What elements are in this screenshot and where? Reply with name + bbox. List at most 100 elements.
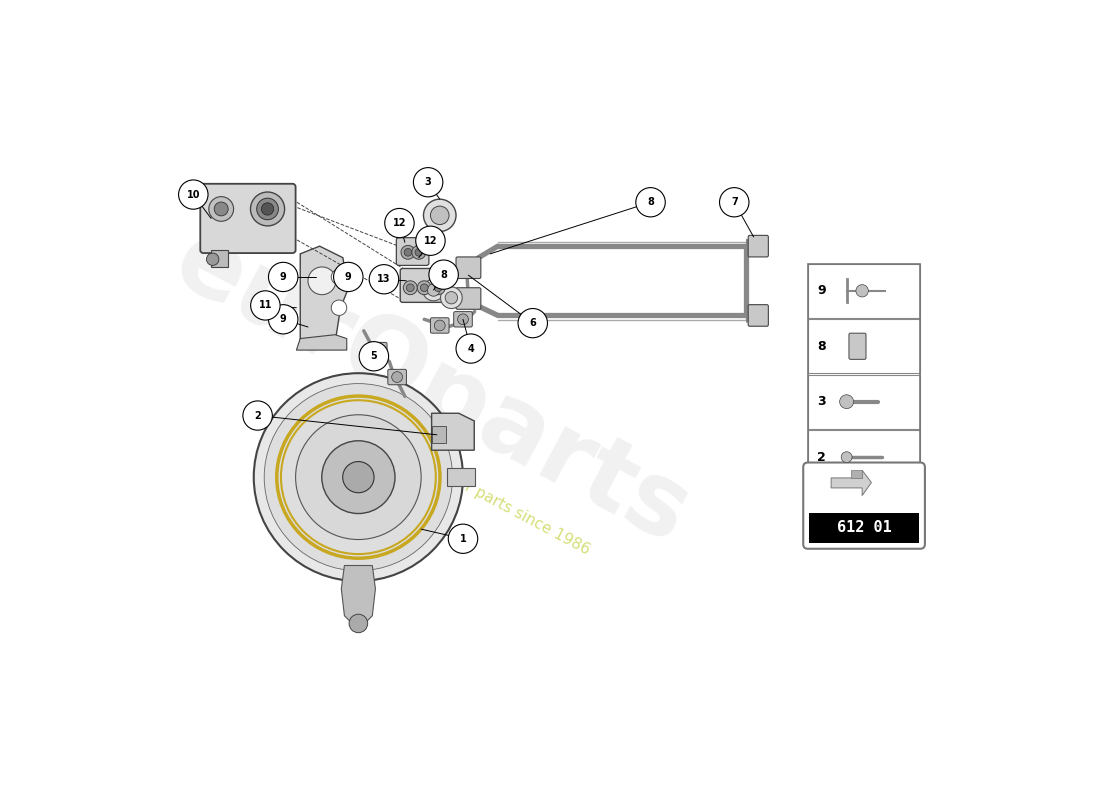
FancyBboxPatch shape — [748, 235, 768, 257]
Text: 9: 9 — [279, 314, 287, 324]
Text: 5: 5 — [371, 351, 377, 362]
Text: 2: 2 — [817, 450, 826, 464]
Bar — [807, 319, 921, 373]
Circle shape — [406, 284, 415, 291]
Circle shape — [518, 309, 548, 338]
Circle shape — [414, 168, 443, 197]
Circle shape — [415, 249, 422, 256]
Circle shape — [424, 199, 456, 231]
Circle shape — [331, 300, 346, 315]
Circle shape — [308, 267, 336, 294]
Text: 13: 13 — [377, 274, 390, 284]
Circle shape — [839, 394, 854, 409]
FancyBboxPatch shape — [456, 288, 481, 310]
Circle shape — [243, 401, 273, 430]
Circle shape — [322, 441, 395, 514]
Text: 2: 2 — [254, 410, 261, 421]
Text: 12: 12 — [424, 236, 437, 246]
Polygon shape — [850, 470, 862, 478]
Circle shape — [207, 253, 219, 266]
Circle shape — [434, 320, 446, 331]
Polygon shape — [296, 334, 346, 350]
Circle shape — [449, 524, 477, 554]
Text: 8: 8 — [440, 270, 447, 280]
Text: 9: 9 — [345, 272, 352, 282]
Circle shape — [251, 291, 280, 320]
Circle shape — [446, 291, 458, 304]
Circle shape — [392, 372, 403, 382]
Circle shape — [331, 270, 346, 285]
Text: 8: 8 — [647, 198, 654, 207]
FancyBboxPatch shape — [849, 333, 866, 359]
Circle shape — [411, 246, 426, 259]
Text: 11: 11 — [258, 301, 272, 310]
Circle shape — [431, 281, 446, 294]
Circle shape — [416, 226, 446, 255]
Text: 612 01: 612 01 — [837, 521, 891, 535]
Circle shape — [262, 202, 274, 215]
FancyBboxPatch shape — [803, 462, 925, 549]
Text: 12: 12 — [393, 218, 406, 228]
Circle shape — [254, 373, 463, 581]
Text: 10: 10 — [187, 190, 200, 199]
FancyBboxPatch shape — [430, 318, 449, 333]
Circle shape — [251, 192, 285, 226]
Circle shape — [268, 305, 298, 334]
FancyBboxPatch shape — [368, 342, 387, 358]
Circle shape — [422, 279, 444, 301]
Bar — [807, 374, 921, 429]
Circle shape — [349, 614, 367, 633]
Circle shape — [359, 342, 388, 371]
FancyBboxPatch shape — [453, 311, 472, 327]
Circle shape — [268, 262, 298, 291]
Text: 3: 3 — [817, 395, 826, 408]
Bar — [807, 430, 921, 484]
Polygon shape — [448, 468, 474, 486]
Polygon shape — [431, 414, 474, 450]
Text: 4: 4 — [468, 343, 474, 354]
Circle shape — [427, 284, 440, 296]
Circle shape — [372, 345, 383, 355]
Circle shape — [402, 246, 415, 259]
Circle shape — [429, 260, 459, 290]
Polygon shape — [341, 566, 375, 623]
Circle shape — [430, 206, 449, 225]
Circle shape — [856, 285, 868, 297]
Circle shape — [440, 287, 462, 309]
Circle shape — [456, 334, 485, 363]
Circle shape — [256, 198, 278, 220]
Circle shape — [458, 314, 469, 325]
Circle shape — [343, 462, 374, 493]
Text: 7: 7 — [730, 198, 738, 207]
FancyBboxPatch shape — [388, 370, 406, 385]
Text: 9: 9 — [279, 272, 287, 282]
Text: 3: 3 — [425, 178, 431, 187]
Circle shape — [178, 180, 208, 209]
Circle shape — [296, 414, 421, 539]
Bar — [431, 426, 446, 442]
Circle shape — [333, 262, 363, 291]
Text: eurOparts: eurOparts — [158, 212, 706, 565]
FancyBboxPatch shape — [400, 269, 448, 302]
Polygon shape — [300, 246, 349, 342]
Circle shape — [264, 383, 452, 570]
Circle shape — [719, 188, 749, 217]
Circle shape — [842, 452, 852, 462]
Polygon shape — [832, 470, 871, 496]
Bar — [211, 250, 228, 267]
Circle shape — [385, 209, 415, 238]
FancyBboxPatch shape — [748, 305, 768, 326]
Circle shape — [636, 188, 666, 217]
Text: 6: 6 — [529, 318, 536, 328]
Text: 1: 1 — [460, 534, 466, 544]
Circle shape — [420, 284, 428, 291]
Circle shape — [370, 265, 398, 294]
Bar — [810, 514, 918, 542]
Circle shape — [404, 249, 411, 256]
Circle shape — [404, 281, 417, 294]
Bar — [807, 264, 921, 318]
FancyBboxPatch shape — [456, 257, 481, 278]
FancyBboxPatch shape — [200, 184, 296, 253]
Bar — [807, 264, 921, 484]
Circle shape — [417, 281, 431, 294]
